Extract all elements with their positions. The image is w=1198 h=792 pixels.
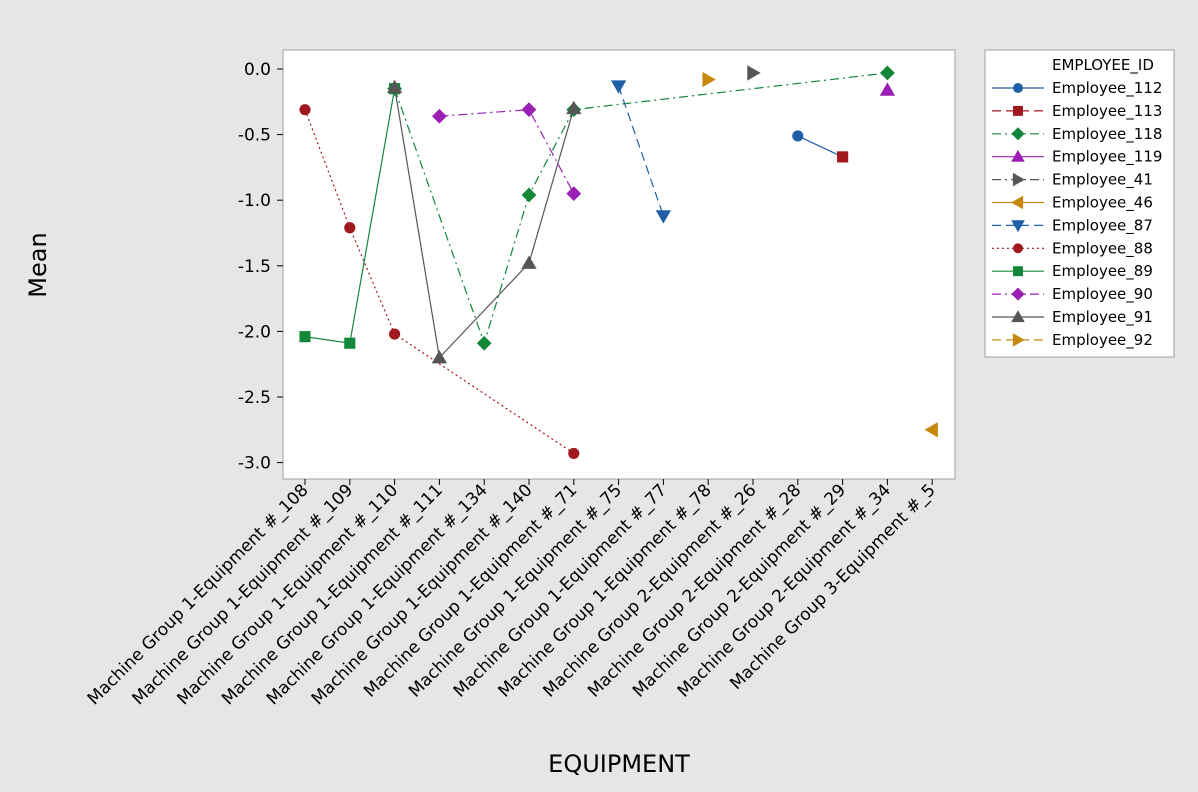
legend-marker [1011,310,1025,323]
legend-item: Employee_119 [992,148,1162,167]
legend-marker [1012,333,1025,347]
plot-area [282,49,956,480]
data-point [792,130,804,142]
legend-item: Employee_88 [992,239,1153,258]
legend-marker [1013,105,1023,116]
legend-label: Employee_90 [1052,285,1153,304]
y-tick-label: -0.5 [238,126,271,146]
series-employee-88 [299,104,580,459]
data-point [747,65,761,81]
legend-marker [1011,127,1025,141]
data-point [702,71,716,88]
data-point [610,80,627,94]
series-employee-87 [610,80,672,224]
y-tick-label: -3.0 [238,454,271,474]
data-point [389,328,401,340]
legend-title: EMPLOYEE_ID [1052,56,1154,75]
data-point [880,65,895,81]
data-point [879,82,896,96]
series-employee-113 [837,151,849,163]
y-tick-label: -1.0 [238,191,271,211]
legend-label: Employee_88 [1052,239,1153,258]
legend-marker [1011,195,1024,210]
data-point [344,337,356,349]
legend: EMPLOYEE_ID Employee_112 Employee_113 Empl… [984,49,1175,358]
y-tick-label: -2.0 [238,322,271,342]
y-tick-label: 0.0 [244,60,271,80]
legend-label: Employee_118 [1052,125,1162,144]
data-point [924,422,938,438]
legend-label: Employee_91 [1052,308,1153,327]
data-point [521,187,537,203]
legend-label: Employee_87 [1052,216,1153,235]
data-point [566,186,582,202]
series-line [618,85,664,217]
legend-label: Employee_119 [1052,148,1162,167]
y-tick-label: -2.5 [238,388,271,408]
legend-item: Employee_91 [992,308,1153,327]
legend-item: Employee_118 [992,125,1162,144]
data-point [299,331,311,343]
data-point [566,100,582,115]
data-point [344,222,356,234]
data-point [521,102,537,118]
x-axis-title: EQUIPMENT [548,750,690,778]
y-axis: 0.0 -0.5 -1.0 -1.5 -2.0 -2.5 -3.0 [238,60,283,474]
series-employee-119 [879,82,896,96]
legend-marker [1013,83,1023,93]
legend-item: Employee_41 [992,171,1153,190]
legend-item: Employee_92 [992,331,1153,350]
legend-label: Employee_113 [1052,102,1162,121]
legend-marker [1013,243,1023,254]
legend-item: Employee_87 [992,216,1153,235]
data-point [299,104,311,116]
legend-marker [1011,287,1025,301]
data-point [432,108,447,124]
series-employee-92 [702,71,716,88]
legend-label: Employee_92 [1052,331,1153,350]
legend-label: Employee_41 [1052,171,1153,190]
series-employee-46 [924,422,938,438]
series-employee-90 [432,102,582,202]
y-tick-label: -1.5 [238,257,271,277]
data-point [431,349,448,364]
series-line [394,87,575,359]
legend-marker [1012,172,1025,187]
series-layer [299,65,938,459]
legend-label: Employee_112 [1052,79,1162,98]
data-point [655,210,672,224]
legend-marker [1013,266,1023,277]
y-axis-title: Mean [24,232,52,297]
series-employee-41 [747,65,761,81]
legend-item: Employee_113 [992,102,1162,121]
legend-item: Employee_112 [992,79,1162,98]
series-employee-91 [386,79,582,364]
legend-item: Employee_46 [992,194,1153,213]
legend-marker [1011,149,1025,162]
legend-marker [1011,220,1025,233]
data-point [521,255,537,269]
data-point [568,447,580,459]
data-point [386,79,403,94]
data-point [837,151,849,163]
legend-item: Employee_89 [992,262,1153,281]
series-line [797,135,843,158]
legend-item: Employee_90 [992,285,1153,304]
legend-label: Employee_89 [1052,262,1153,281]
legend-label: Employee_46 [1052,194,1153,213]
data-point [476,335,492,351]
